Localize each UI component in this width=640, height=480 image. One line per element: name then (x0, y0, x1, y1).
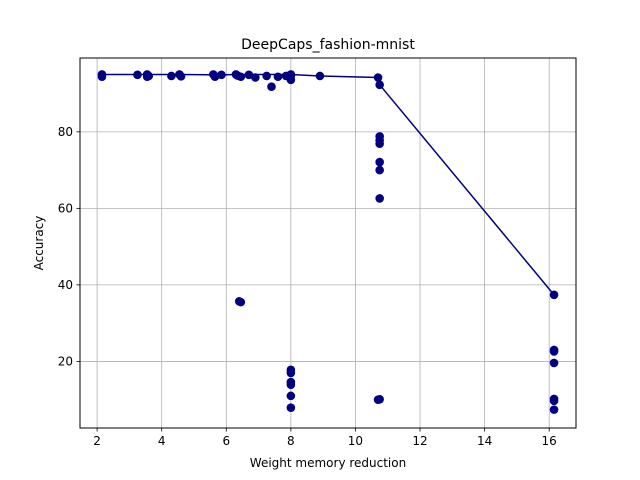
data-point (375, 139, 384, 149)
data-point (167, 71, 176, 81)
data-point (549, 405, 559, 414)
y-tick-label: 80 (58, 125, 73, 139)
x-tick-label: 12 (412, 434, 427, 448)
points-layer (97, 70, 559, 414)
plot-area (80, 58, 576, 428)
data-point (133, 70, 142, 80)
x-axis-label: Weight memory reduction (250, 456, 406, 470)
data-point (375, 80, 384, 90)
data-point (210, 72, 220, 82)
data-point (267, 82, 276, 91)
data-point (97, 72, 107, 82)
data-point (549, 396, 559, 406)
data-point (144, 71, 154, 81)
data-point (549, 358, 559, 368)
data-point (315, 71, 325, 81)
chart-title: DeepCaps_fashion-mnist (241, 37, 415, 53)
data-point (286, 380, 296, 390)
y-axis-label: Accuracy (32, 216, 46, 271)
x-tick-label: 6 (222, 434, 230, 448)
data-point (286, 75, 296, 85)
x-tick-label: 14 (477, 434, 492, 448)
x-tick-label: 16 (542, 434, 557, 448)
grid (80, 58, 576, 428)
x-tick-label: 2 (93, 434, 101, 448)
data-point (375, 194, 384, 203)
data-point (217, 70, 226, 80)
data-point (549, 347, 559, 356)
ticks: 2 4 6 8 10 12 14 16 20 40 60 80 (58, 125, 557, 448)
data-point (375, 165, 384, 175)
data-point (236, 72, 246, 82)
data-point (273, 72, 283, 82)
x-tick-label: 10 (348, 434, 363, 448)
data-point (373, 73, 383, 82)
data-point (286, 391, 296, 401)
data-point (251, 73, 260, 82)
data-point (373, 395, 383, 404)
y-tick-label: 40 (58, 278, 73, 292)
x-tick-label: 8 (287, 434, 295, 448)
data-point (286, 403, 296, 413)
y-tick-label: 20 (58, 355, 73, 369)
x-tick-label: 4 (158, 434, 166, 448)
data-point (549, 290, 559, 300)
data-point (286, 368, 296, 378)
plot-frame (79, 57, 577, 429)
y-tick-label: 60 (58, 202, 73, 216)
data-point (176, 72, 186, 81)
data-point (262, 71, 271, 81)
data-point (375, 157, 384, 167)
data-point (236, 297, 246, 307)
data-point (244, 70, 254, 80)
